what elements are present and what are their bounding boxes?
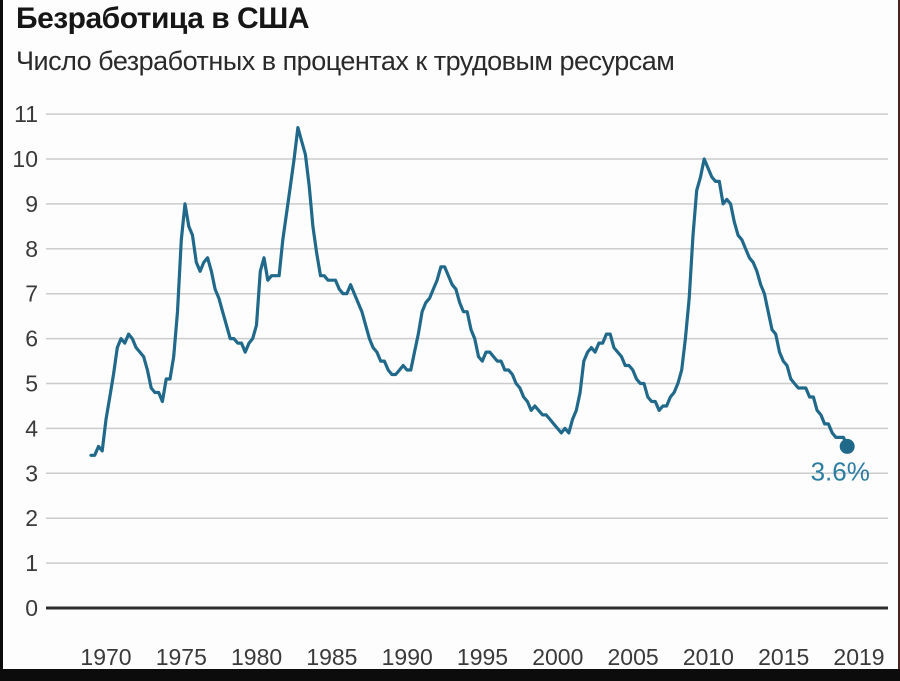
y-tick-label: 6 bbox=[25, 326, 38, 352]
y-tick-label: 0 bbox=[25, 595, 38, 621]
x-tick-label: 1980 bbox=[231, 644, 282, 670]
x-tick-label: 1970 bbox=[80, 644, 131, 670]
screenshot-left-border bbox=[0, 0, 3, 681]
x-tick-label: 2015 bbox=[758, 644, 809, 670]
x-tick-label: 1975 bbox=[156, 644, 207, 670]
y-tick-label: 1 bbox=[25, 550, 38, 576]
screenshot-right-border bbox=[898, 0, 900, 681]
x-tick-label: 2000 bbox=[532, 644, 583, 670]
end-point-dot bbox=[839, 438, 855, 454]
x-tick-label: 2005 bbox=[608, 644, 659, 670]
x-tick-label: 1990 bbox=[382, 644, 433, 670]
unemployment-rate-line bbox=[89, 125, 849, 457]
x-tick-label: 2010 bbox=[683, 644, 734, 670]
y-tick-label: 4 bbox=[25, 415, 38, 441]
y-tick-label: 9 bbox=[25, 191, 38, 217]
x-tick-label: 1995 bbox=[457, 644, 508, 670]
x-tick-label: 2019 bbox=[833, 644, 884, 670]
y-tick-label: 8 bbox=[25, 236, 38, 262]
y-tick-label: 10 bbox=[12, 146, 38, 172]
y-tick-label: 5 bbox=[25, 371, 38, 397]
end-value-label: 3.6% bbox=[811, 456, 870, 486]
x-tick-label: 1985 bbox=[306, 644, 357, 670]
chart-title: Безработица в США bbox=[16, 2, 310, 35]
y-tick-label: 2 bbox=[25, 505, 38, 531]
chart-subtitle: Число безработных в процентах к трудовым… bbox=[16, 46, 675, 76]
y-tick-label: 7 bbox=[25, 281, 38, 307]
screenshot-bottom-border bbox=[0, 669, 900, 681]
y-tick-label: 3 bbox=[25, 460, 38, 486]
y-tick-label: 11 bbox=[14, 101, 38, 127]
